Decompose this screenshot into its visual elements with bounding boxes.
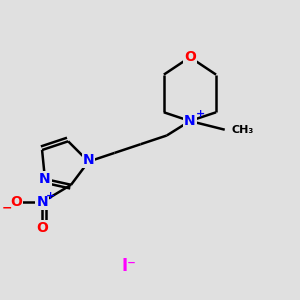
Text: N: N: [184, 114, 196, 128]
Text: O: O: [36, 221, 48, 235]
Text: +: +: [196, 109, 205, 119]
Text: N: N: [82, 153, 94, 167]
Text: O: O: [10, 195, 22, 209]
Text: N: N: [36, 195, 48, 209]
Text: +: +: [46, 191, 56, 201]
Text: N: N: [39, 172, 51, 186]
Text: −: −: [2, 202, 13, 214]
Text: O: O: [184, 50, 196, 64]
Text: CH₃: CH₃: [232, 125, 254, 135]
Text: I⁻: I⁻: [122, 257, 136, 275]
